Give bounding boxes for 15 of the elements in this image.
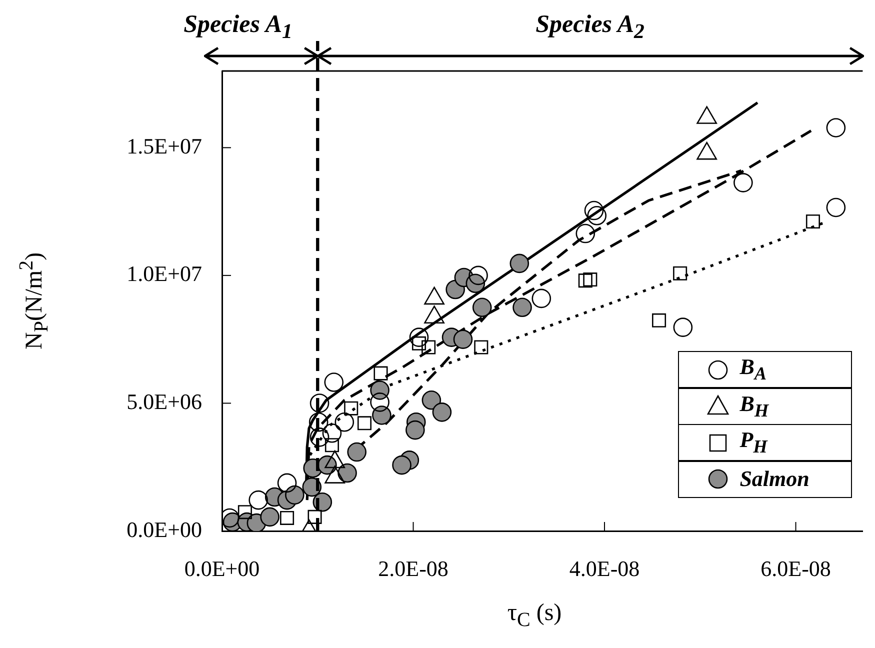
legend-label: B$_{H}$ [740,390,770,422]
legend-label: B$_{A}$ [740,354,768,385]
y-tick-label: 1.5E+07 [126,133,202,158]
x-tick-label: 4.0E-08 [569,556,640,581]
y-tick-label: 1.0E+07 [126,261,202,286]
x-axis-title: τ$_{C}$ (s) [507,600,562,632]
x-tick-label: 2.0E-08 [378,556,448,581]
y-tick-label: 0.0E+00 [126,516,202,542]
legend-label: P$_{H}$ [740,427,769,458]
x-tick-label: 0.0E+00 [184,556,260,581]
y-tick-label: 5.0E+06 [126,389,202,414]
text: Species A$_{1}$ [184,11,292,44]
text: Species A$_{2}$ [536,11,644,44]
x-tick-label: 6.0E-08 [760,556,831,581]
legend-label: Salmon [740,466,810,492]
